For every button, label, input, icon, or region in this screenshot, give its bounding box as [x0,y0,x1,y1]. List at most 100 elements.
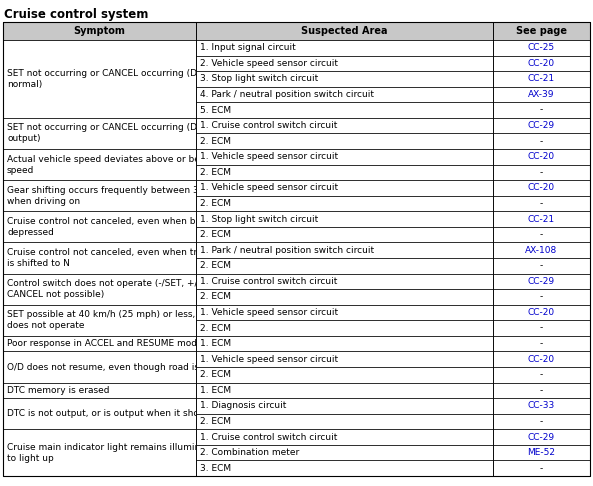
Text: 1. Cruise control switch circuit: 1. Cruise control switch circuit [200,433,337,442]
Bar [493,460,590,476]
Text: 3. ECM: 3. ECM [200,464,231,473]
Bar [196,149,493,165]
Text: 5. ECM: 5. ECM [200,105,231,115]
Bar [493,336,590,351]
Bar [196,460,493,476]
Text: -: - [540,293,543,301]
Text: -: - [540,105,543,115]
Bar [493,429,590,445]
Text: Cruise control system: Cruise control system [4,8,148,21]
Bar [3,211,196,243]
Text: 1. Stop light switch circuit: 1. Stop light switch circuit [200,215,318,224]
Text: SET not occurring or CANCEL occurring (DTC is
normal): SET not occurring or CANCEL occurring (D… [7,69,218,89]
Text: 1. ECM: 1. ECM [200,386,231,395]
Bar [493,351,590,367]
Bar [493,382,590,398]
Text: -: - [540,261,543,270]
Text: Symptom: Symptom [74,26,126,36]
Text: See page: See page [516,26,567,36]
Text: DTC is not output, or is output when it should not be: DTC is not output, or is output when it … [7,409,245,418]
Text: CC-21: CC-21 [528,74,555,84]
Text: 1. Vehicle speed sensor circuit: 1. Vehicle speed sensor circuit [200,152,338,161]
Bar [196,71,493,87]
Bar [493,289,590,305]
Text: CC-20: CC-20 [528,308,555,317]
Bar [3,336,196,351]
Bar [493,243,590,258]
Bar [493,274,590,289]
Text: 2. ECM: 2. ECM [200,293,231,301]
Bar [196,289,493,305]
Text: -: - [540,324,543,332]
Text: -: - [540,137,543,146]
Text: 2. Vehicle speed sensor circuit: 2. Vehicle speed sensor circuit [200,59,338,68]
Text: -: - [540,464,543,473]
Bar [196,227,493,243]
Bar [196,305,493,320]
Text: 4. Park / neutral position switch circuit: 4. Park / neutral position switch circui… [200,90,374,99]
Text: Cruise control not canceled, even when brake pedal is
depressed: Cruise control not canceled, even when b… [7,217,253,237]
Text: CC-29: CC-29 [528,277,555,286]
Text: -: - [540,370,543,379]
Text: ME-52: ME-52 [528,448,556,457]
Bar [3,22,590,40]
Bar [196,40,493,55]
Text: 2. ECM: 2. ECM [200,230,231,239]
Text: AX-108: AX-108 [525,246,557,255]
Bar [493,134,590,149]
Bar [493,398,590,414]
Bar [196,367,493,382]
Bar [3,274,196,305]
Bar [196,398,493,414]
Bar [493,211,590,227]
Text: 1. Cruise control switch circuit: 1. Cruise control switch circuit [200,121,337,130]
Bar [196,274,493,289]
Bar [196,243,493,258]
Text: CC-33: CC-33 [528,401,555,411]
Bar [3,149,196,180]
Text: CC-20: CC-20 [528,355,555,364]
Bar [3,40,196,118]
Bar [493,305,590,320]
Text: CC-21: CC-21 [528,215,555,224]
Text: -: - [540,386,543,395]
Text: 1. ECM: 1. ECM [200,339,231,348]
Bar [493,149,590,165]
Bar [196,165,493,180]
Bar [3,398,196,429]
Text: 2. ECM: 2. ECM [200,261,231,270]
Bar [493,258,590,274]
Bar [493,165,590,180]
Text: CC-29: CC-29 [528,433,555,442]
Text: Cruise main indicator light remains illuminated or fails
to light up: Cruise main indicator light remains illu… [7,443,254,463]
Text: O/D does not resume, even though road is not uphill: O/D does not resume, even though road is… [7,363,245,371]
Bar [196,351,493,367]
Text: 2. ECM: 2. ECM [200,168,231,177]
Bar [196,55,493,71]
Text: CC-29: CC-29 [528,121,555,130]
Bar [196,180,493,196]
Bar [3,382,196,398]
Text: 2. ECM: 2. ECM [200,370,231,379]
Text: AX-39: AX-39 [528,90,554,99]
Bar [493,87,590,102]
Text: Gear shifting occurs frequently between 3rd and O/D
when driving on: Gear shifting occurs frequently between … [7,186,248,206]
Text: -: - [540,168,543,177]
Text: 2. ECM: 2. ECM [200,324,231,332]
Bar [3,351,196,382]
Text: Poor response in ACCEL and RESUME modes: Poor response in ACCEL and RESUME modes [7,339,207,348]
Text: CC-20: CC-20 [528,59,555,68]
Bar [196,102,493,118]
Bar [196,258,493,274]
Text: Cruise control not canceled, even when transmission
is shifted to N: Cruise control not canceled, even when t… [7,248,247,268]
Bar [3,118,196,149]
Text: 3. Stop light switch circuit: 3. Stop light switch circuit [200,74,318,84]
Text: 2. ECM: 2. ECM [200,199,231,208]
Text: DTC memory is erased: DTC memory is erased [7,386,110,395]
Text: -: - [540,199,543,208]
Bar [196,118,493,134]
Text: -: - [540,339,543,348]
Text: 2. ECM: 2. ECM [200,417,231,426]
Text: SET not occurring or CANCEL occurring (DTC is not
output): SET not occurring or CANCEL occurring (D… [7,123,236,143]
Bar [493,55,590,71]
